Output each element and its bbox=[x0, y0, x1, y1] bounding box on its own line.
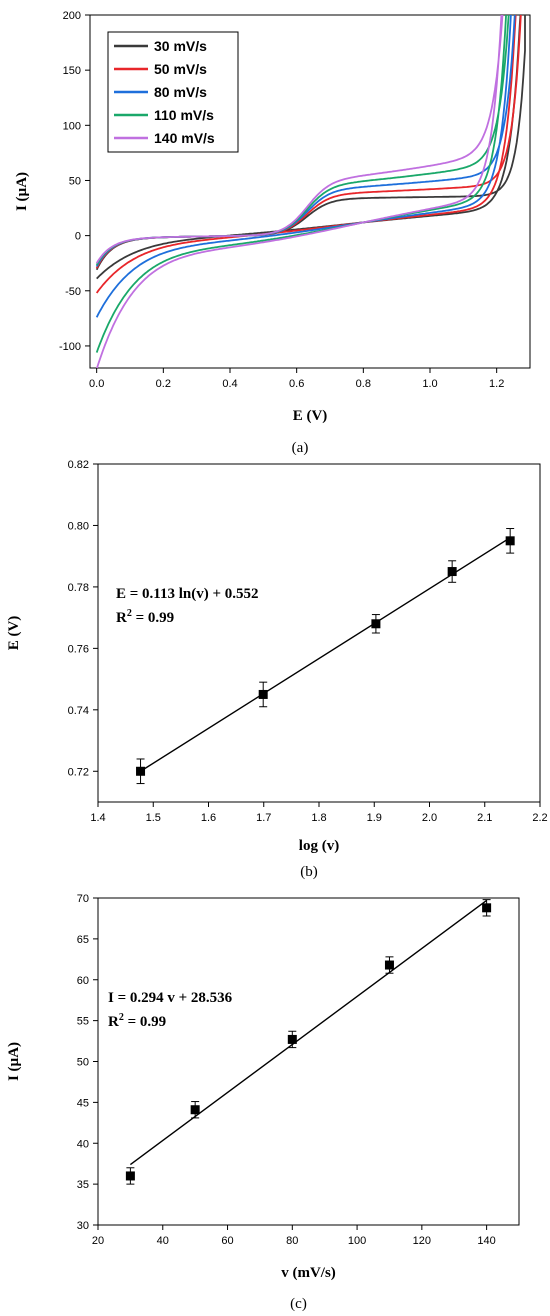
x-tick-label: 2.2 bbox=[532, 812, 547, 824]
x-tick-label: 1.2 bbox=[489, 378, 504, 390]
chart-c: 20 40 60 80 100 120 140 30 35 40 45 50 55 60 65 70 v (mV… bbox=[6, 893, 520, 1312]
legend-entry-1: 50 mV/s bbox=[154, 61, 207, 77]
y-tick-label: 0.76 bbox=[68, 643, 89, 655]
y-tick-label: 50 bbox=[77, 1057, 89, 1069]
y-tick-label: 150 bbox=[63, 65, 81, 77]
r-squared-label: R bbox=[108, 1014, 119, 1030]
panel-label: (b) bbox=[300, 864, 318, 880]
x-tick-label: 0.6 bbox=[289, 378, 304, 390]
y-tick-label: 35 bbox=[77, 1179, 89, 1191]
x-tick-label: 60 bbox=[221, 1235, 233, 1247]
data-point-2 bbox=[287, 1034, 297, 1044]
y-tick-label: 45 bbox=[77, 1097, 89, 1109]
x-tick-label: 1.7 bbox=[256, 812, 271, 824]
r-squared: R2 = 0.99 bbox=[116, 608, 174, 626]
fit-line bbox=[140, 537, 511, 772]
legend-entry-0: 30 mV/s bbox=[154, 38, 207, 54]
r-squared-label: R bbox=[116, 610, 127, 626]
x-axis-label: v (mV/s) bbox=[281, 1265, 336, 1281]
y-tick-label: 100 bbox=[63, 120, 81, 132]
x-tick-label: 2.1 bbox=[477, 812, 492, 824]
panel-label: (c) bbox=[290, 1296, 307, 1312]
x-tick-label: 20 bbox=[92, 1235, 104, 1247]
panel-label: (a) bbox=[292, 440, 309, 456]
r-squared: R2 = 0.99 bbox=[108, 1012, 166, 1030]
x-tick-label: 0.8 bbox=[356, 378, 371, 390]
plot-frame bbox=[89, 14, 531, 369]
r-squared-value: = 0.99 bbox=[132, 610, 174, 626]
x-tick-label: 1.9 bbox=[367, 812, 382, 824]
data-point-2 bbox=[371, 619, 381, 629]
y-tick-label: 200 bbox=[63, 10, 81, 22]
y-tick-label: 0.74 bbox=[68, 705, 89, 717]
x-tick-label: 140 bbox=[477, 1235, 495, 1247]
chart-b: 1.4 1.5 1.6 1.7 1.8 1.9 2.0 2.1 2.2 0.72 0.74 0.76 0… bbox=[6, 459, 548, 880]
x-tick-label: 1.8 bbox=[311, 812, 326, 824]
data-point-1 bbox=[258, 689, 268, 699]
x-tick-label: 100 bbox=[348, 1235, 366, 1247]
plot-frame bbox=[97, 897, 520, 1226]
y-tick-label: 0.80 bbox=[68, 520, 89, 532]
y-axis-label: I (µA) bbox=[14, 172, 30, 211]
r-squared-superscript: 2 bbox=[127, 608, 132, 619]
data-point-0 bbox=[125, 1171, 135, 1181]
x-tick-label: 1.5 bbox=[146, 812, 161, 824]
r-squared-value: = 0.99 bbox=[124, 1014, 166, 1030]
cv-curve-4 bbox=[95, 15, 504, 368]
x-tick-label: 80 bbox=[286, 1235, 298, 1247]
y-tick-label: 0.78 bbox=[68, 582, 89, 594]
legend-entry-2: 80 mV/s bbox=[154, 84, 207, 100]
x-tick-label: 2.0 bbox=[422, 812, 437, 824]
legend-entry-3: 110 mV/s bbox=[154, 107, 214, 123]
r-squared-superscript: 2 bbox=[119, 1012, 124, 1023]
y-tick-label: 30 bbox=[77, 1220, 89, 1232]
chart-a: 0.0 0.2 0.4 0.6 0.8 1.0 1.2 -100 -50 0 50 100 150 200… bbox=[14, 10, 531, 456]
y-tick-label: 40 bbox=[77, 1138, 89, 1150]
y-tick-label: 0.72 bbox=[68, 766, 89, 778]
fit-equation: I = 0.294 v + 28.536 bbox=[108, 990, 233, 1006]
data-point-3 bbox=[384, 960, 394, 970]
y-axis-label: I (µA) bbox=[6, 1042, 22, 1081]
x-tick-label: 1.6 bbox=[201, 812, 216, 824]
y-tick-label: -100 bbox=[59, 341, 81, 353]
x-tick-label: 40 bbox=[157, 1235, 169, 1247]
x-axis-label: E (V) bbox=[293, 408, 328, 424]
x-tick-label: 0.0 bbox=[89, 378, 104, 390]
legend-entry-4: 140 mV/s bbox=[154, 130, 215, 146]
y-tick-label: -50 bbox=[65, 286, 81, 298]
y-tick-label: 50 bbox=[69, 175, 81, 187]
data-point-4 bbox=[482, 903, 492, 913]
y-tick-label: 0 bbox=[75, 231, 81, 243]
data-point-3 bbox=[447, 567, 457, 577]
y-tick-label: 65 bbox=[77, 934, 89, 946]
y-tick-label: 0.82 bbox=[68, 459, 89, 471]
data-point-1 bbox=[190, 1105, 200, 1115]
y-tick-label: 60 bbox=[77, 975, 89, 987]
x-tick-label: 120 bbox=[413, 1235, 431, 1247]
fit-line bbox=[129, 899, 488, 1166]
y-tick-label: 55 bbox=[77, 1016, 89, 1028]
x-axis-label: log (v) bbox=[299, 838, 339, 854]
x-tick-label: 1.4 bbox=[90, 812, 105, 824]
y-tick-label: 70 bbox=[77, 893, 89, 905]
plot-frame bbox=[97, 463, 541, 803]
x-tick-label: 0.2 bbox=[156, 378, 171, 390]
fit-equation: E = 0.113 ln(v) + 0.552 bbox=[116, 586, 259, 602]
y-axis-label: E (V) bbox=[6, 616, 22, 651]
data-point-0 bbox=[136, 766, 146, 776]
x-tick-label: 1.0 bbox=[422, 378, 437, 390]
x-tick-label: 0.4 bbox=[222, 378, 237, 390]
data-point-4 bbox=[505, 536, 515, 546]
